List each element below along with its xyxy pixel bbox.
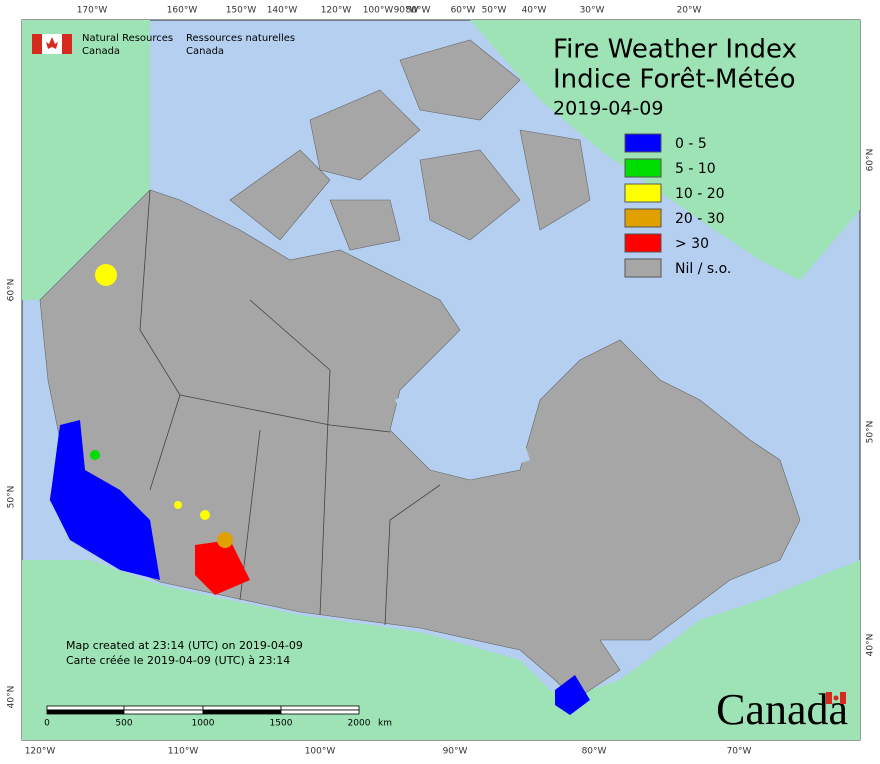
longitude-label: 170°W xyxy=(77,6,108,16)
agency-en: Natural Resources xyxy=(82,33,173,44)
scale-segment xyxy=(46,705,125,711)
longitude-label: 120°W xyxy=(321,6,352,16)
longitude-label: 50°W xyxy=(482,6,507,16)
fwi-low-bc xyxy=(50,420,160,580)
arctic-islands xyxy=(229,39,591,251)
longitude-label: 140°W xyxy=(267,6,298,16)
latitude-label: 50°N xyxy=(7,486,17,509)
maple-leaf xyxy=(833,695,839,701)
fwi-moderate xyxy=(200,510,210,520)
scale-label: 0 xyxy=(44,719,50,729)
longitude-label: 100°W xyxy=(305,747,336,757)
legend-swatch xyxy=(624,158,662,178)
wordmark-flag xyxy=(826,692,846,704)
fwi-low-green xyxy=(90,450,100,460)
title-en: Fire Weather Index xyxy=(553,35,797,65)
scale-label: 1500 xyxy=(270,719,293,729)
greenland xyxy=(470,20,860,280)
latitude-label: 50°N xyxy=(866,421,876,444)
credit-en: Map created at 23:14 (UTC) on 2019-04-09 xyxy=(66,639,303,652)
longitude-label: 160°W xyxy=(167,6,198,16)
scale-label: 1000 xyxy=(192,719,215,729)
scale-label: 500 xyxy=(115,719,132,729)
fire-danger-areas xyxy=(50,264,590,715)
map-area xyxy=(21,19,861,741)
longitude-label: 100°W xyxy=(363,6,394,16)
longitude-label: 60°W xyxy=(451,6,476,16)
legend-label: 5 - 10 xyxy=(675,161,716,177)
map-date: 2019-04-09 xyxy=(553,98,663,120)
agency-signature: Natural Resources Canada Ressources natu… xyxy=(32,33,295,57)
legend-swatch xyxy=(624,208,662,228)
longitude-label: 30°W xyxy=(580,6,605,16)
latitude-label: 60°N xyxy=(7,279,17,302)
legend-label: 10 - 20 xyxy=(675,186,725,202)
longitude-label: 80°W xyxy=(582,747,607,757)
flag-bar xyxy=(840,692,846,704)
agency-fr: Ressources naturelles xyxy=(186,33,295,44)
legend-swatch xyxy=(624,133,662,153)
scale-unit: km xyxy=(378,719,392,729)
scale-segment xyxy=(280,709,360,715)
maple-leaf xyxy=(46,37,58,49)
legend-swatch xyxy=(624,233,662,253)
longitude-label: 80°W xyxy=(406,6,431,16)
title-fr: Indice Forêt-Météo xyxy=(553,65,796,95)
scale-label: 2000 xyxy=(348,719,371,729)
longitude-label: 90°W xyxy=(394,6,419,16)
legend-label: 0 - 5 xyxy=(675,136,707,152)
fwi-extreme-alberta xyxy=(195,540,250,595)
fwi-moderate-yukon xyxy=(95,264,117,286)
fwi-low-ontario xyxy=(555,675,590,715)
longitude-label: 40°W xyxy=(522,6,547,16)
alaska xyxy=(22,20,150,300)
legend-label: Nil / s.o. xyxy=(675,261,731,277)
agency-fr: Canada xyxy=(186,46,224,57)
legend-swatch xyxy=(624,183,662,203)
graticule-labels: 170°W 160°W 150°W 140°W 120°W 100°W 90°W80°W 60… xyxy=(7,6,876,757)
legend-label: > 30 xyxy=(675,236,709,252)
scale-segment xyxy=(202,709,282,715)
flag-bar xyxy=(32,34,42,54)
legend-label: 20 - 30 xyxy=(675,211,725,227)
hudson-bay xyxy=(395,370,530,470)
latitude-label: 40°N xyxy=(866,634,876,657)
agency-en: Canada xyxy=(82,46,120,57)
longitude-label: 70°W xyxy=(727,747,752,757)
fwi-moderate xyxy=(174,501,182,509)
scale-segment xyxy=(123,709,204,715)
legend-swatch xyxy=(624,258,662,278)
credit-fr: Carte créée le 2019-04-09 (UTC) à 23:14 xyxy=(66,654,290,667)
longitude-label: 150°W xyxy=(226,6,257,16)
usa xyxy=(22,560,860,740)
province-borders xyxy=(139,189,441,626)
latitude-label: 40°N xyxy=(7,686,17,709)
scale-segment xyxy=(123,705,204,711)
fwi-high xyxy=(217,532,233,548)
scale-bar: 0 500 1000 1500 2000 km xyxy=(44,705,392,729)
legend: 0 - 5 5 - 10 10 - 20 20 - 30 > 30 Nil / s.o. xyxy=(624,133,731,278)
longitude-label: 110°W xyxy=(168,747,199,757)
scale-segment xyxy=(280,705,360,711)
latitude-label: 60°N xyxy=(866,149,876,172)
flag-bar xyxy=(62,34,72,54)
flag-bar xyxy=(826,692,832,704)
longitude-label: 90°W xyxy=(443,747,468,757)
scale-segment xyxy=(202,705,282,711)
longitude-label: 20°W xyxy=(677,6,702,16)
longitude-label: 120°W xyxy=(25,747,56,757)
scale-segment xyxy=(46,709,125,715)
